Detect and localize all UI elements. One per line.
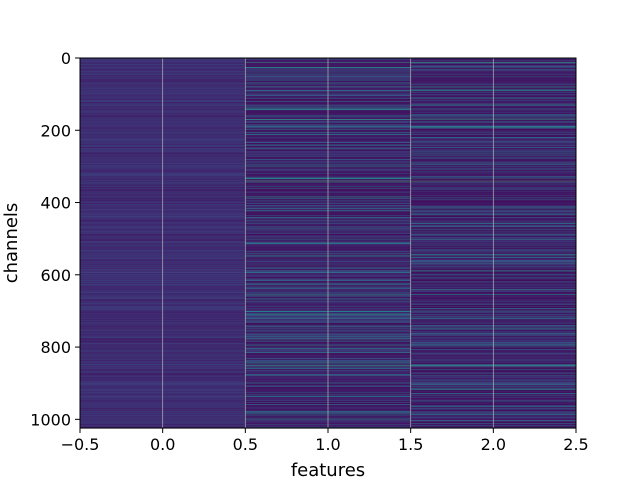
x-tick-label: 1.0 <box>315 435 340 454</box>
y-tick-label: 1000 <box>30 410 71 429</box>
y-tick-label: 800 <box>40 338 71 357</box>
y-tick-label: 200 <box>40 121 71 140</box>
y-tick-label: 400 <box>40 194 71 213</box>
x-tick-label: −0.5 <box>61 435 100 454</box>
y-tick-label: 600 <box>40 266 71 285</box>
y-axis-label: channels <box>1 203 22 284</box>
x-axis-label: features <box>291 460 365 480</box>
x-tick-label: 0.0 <box>150 435 175 454</box>
x-tick-label: 2.5 <box>563 435 588 454</box>
x-tick-label: 1.5 <box>398 435 423 454</box>
y-tick-label: 0 <box>61 49 71 68</box>
x-axis-ticks: −0.5 0.0 0.5 1.0 1.5 2.0 2.5 <box>61 428 589 454</box>
x-tick-label: 2.0 <box>481 435 506 454</box>
x-tick-label: 0.5 <box>233 435 258 454</box>
y-axis-ticks: 0 200 400 600 800 1000 <box>30 49 80 429</box>
